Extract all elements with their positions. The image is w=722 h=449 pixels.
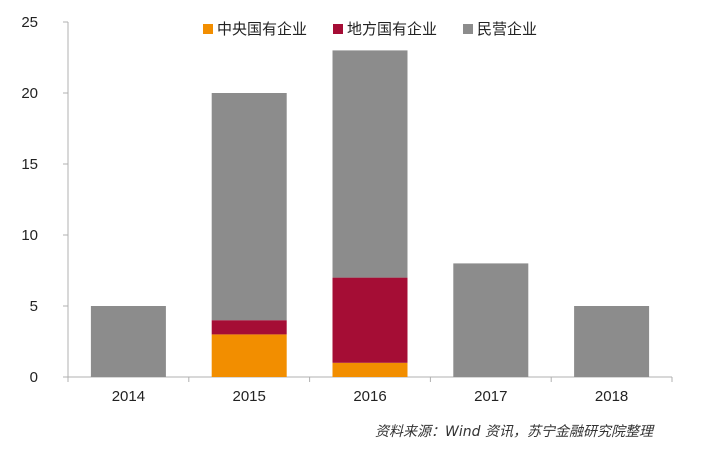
source-note: 资料来源：Wind 资讯，苏宁金融研究院整理 <box>375 421 653 441</box>
x-tick-label-2015: 2015 <box>233 388 266 405</box>
x-tick-label-2016: 2016 <box>353 388 386 405</box>
legend-swatch-central-soe <box>203 24 213 34</box>
legend-item-local-soe: 地方国有企业 <box>333 18 437 39</box>
legend-label-local-soe: 地方国有企业 <box>347 18 437 39</box>
bar-segment-2016-series-1 <box>333 278 408 363</box>
y-tick-label: 0 <box>30 369 38 386</box>
bar-segment-2014-series-2 <box>91 306 166 377</box>
x-tick-label-2018: 2018 <box>595 388 628 405</box>
x-tick-label-2014: 2014 <box>112 388 145 405</box>
bar-segment-2015-series-1 <box>212 320 287 334</box>
chart-legend: 中央国有企业 地方国有企业 民营企业 <box>203 18 563 39</box>
bar-segment-2015-series-2 <box>212 93 287 320</box>
legend-item-private: 民营企业 <box>463 18 537 39</box>
bar-segment-2017-series-2 <box>453 263 528 377</box>
y-tick-label: 25 <box>21 14 38 31</box>
y-tick-label: 20 <box>21 85 38 102</box>
chart-canvas: 0 5 10 15 20 25 2014 2015 2016 2017 2018 <box>0 0 722 449</box>
stacked-bar-chart: 0 5 10 15 20 25 2014 2015 2016 2017 2018 中央国有企业 地方… <box>0 0 722 449</box>
bar-segment-2015-series-0 <box>212 334 287 377</box>
bar-segment-2016-series-2 <box>333 50 408 277</box>
legend-swatch-local-soe <box>333 24 343 34</box>
legend-label-central-soe: 中央国有企业 <box>217 18 307 39</box>
legend-swatch-private <box>463 24 473 34</box>
legend-item-central-soe: 中央国有企业 <box>203 18 307 39</box>
x-tick-label-2017: 2017 <box>474 388 507 405</box>
bar-segment-2018-series-2 <box>574 306 649 377</box>
y-tick-label: 5 <box>30 298 38 315</box>
legend-label-private: 民营企业 <box>477 18 537 39</box>
y-tick-label: 15 <box>21 156 38 173</box>
y-tick-label: 10 <box>21 227 38 244</box>
bar-segment-2016-series-0 <box>333 363 408 377</box>
